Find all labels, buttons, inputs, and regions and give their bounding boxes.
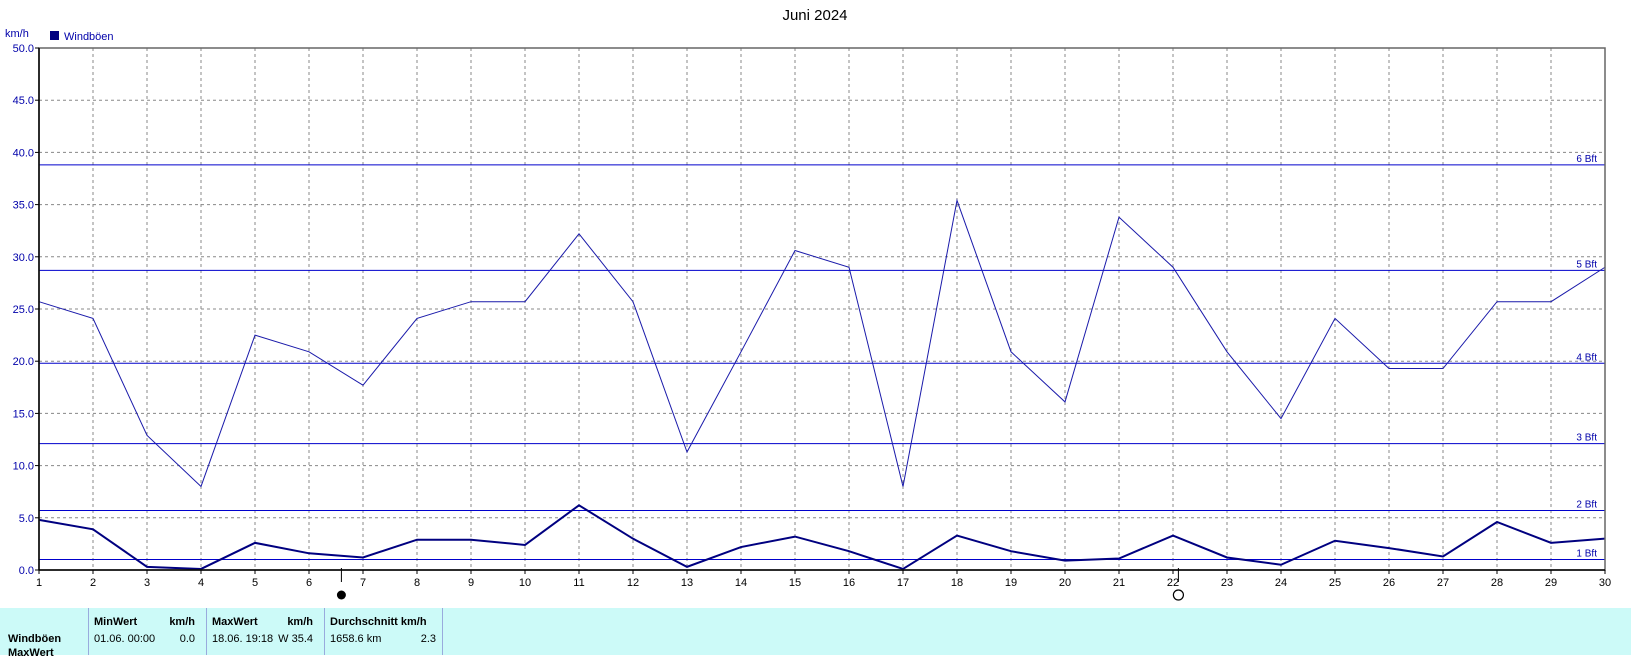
legend-label: Windböen — [64, 31, 114, 43]
x-tick-label: 28 — [1491, 577, 1503, 589]
beaufort-label: 6 Bft — [1576, 154, 1597, 165]
avg-distance: 1658.6 km — [330, 633, 382, 645]
x-tick-label: 11 — [573, 577, 584, 589]
legend-swatch — [50, 31, 59, 40]
x-tick-label: 24 — [1275, 577, 1287, 589]
x-tick-label: 8 — [414, 577, 420, 589]
max-header: MaxWert — [212, 616, 258, 628]
y-tick-label: 25.0 — [13, 304, 34, 316]
y-tick-label: 15.0 — [13, 408, 34, 420]
y-tick-label: 5.0 — [19, 513, 34, 525]
x-tick-label: 25 — [1329, 577, 1341, 589]
avg-header: Durchschnitt km/h — [330, 616, 427, 628]
chart: Juni 2024 km/h Windböen 1 Bft 2 Bft 3 Bft 4… — [5, 7, 1612, 601]
avg-block: Durchschnitt km/h 1658.6 km 2.3 — [330, 608, 440, 655]
y-tick-label: 0.0 — [19, 565, 34, 577]
stats-row-label-2: MaxWert — [8, 647, 54, 659]
grid — [38, 47, 1606, 571]
y-tick-label: 20.0 — [13, 356, 34, 368]
x-tick-label: 27 — [1437, 577, 1449, 589]
x-tick-label: 18 — [951, 577, 963, 589]
separator — [206, 608, 207, 655]
x-tick-label: 17 — [897, 577, 909, 589]
min-header: MinWert — [94, 616, 138, 628]
series-line — [38, 198, 1606, 488]
x-tick-label: 22 — [1167, 577, 1179, 589]
y-axis-unit: km/h — [5, 28, 29, 40]
chart-title: Juni 2024 — [782, 7, 847, 24]
x-tick-label: 23 — [1221, 577, 1233, 589]
y-tick-label: 10.0 — [13, 461, 34, 473]
x-tick-label: 7 — [360, 577, 366, 589]
y-tick-label: 50.0 — [13, 43, 34, 55]
x-tick-label: 14 — [735, 577, 747, 589]
x-tick-label: 21 — [1113, 577, 1125, 589]
separator — [324, 608, 325, 655]
series-lines — [38, 198, 1606, 571]
x-tick-label: 19 — [1005, 577, 1017, 589]
min-block: MinWert km/h 01.06. 00:00 0.0 — [94, 608, 204, 655]
y-tick-label: 40.0 — [13, 147, 34, 159]
max-block: MaxWert km/h 18.06. 19:18 W 35.4 — [212, 608, 322, 655]
y-tick-label: 45.0 — [13, 95, 34, 107]
x-tick-label: 10 — [519, 577, 531, 589]
min-time: 01.06. 00:00 — [94, 633, 156, 645]
max-value: W 35.4 — [278, 633, 313, 645]
x-tick-label: 6 — [306, 577, 312, 589]
min-value: 0.0 — [179, 633, 195, 645]
x-tick-label: 4 — [198, 577, 204, 589]
series-line — [38, 504, 1606, 571]
y-tick-label: 30.0 — [13, 252, 34, 264]
x-tick-label: 1 — [36, 577, 42, 589]
axes: 0.0 5.0 10.0 15.0 20.0 25.0 30.0 35.0 40.0 45.0 50… — [13, 43, 1612, 589]
x-tick-label: 2 — [90, 577, 96, 589]
x-tick-label: 13 — [681, 577, 693, 589]
min-unit: km/h — [169, 616, 195, 628]
x-tick-label: 16 — [843, 577, 855, 589]
beaufort-label: 1 Bft — [1576, 549, 1597, 560]
stats-panel: Windböen MaxWert MinWert km/h 01.06. 00:… — [0, 608, 1631, 659]
beaufort-lines: 1 Bft 2 Bft 3 Bft 4 Bft 5 Bft 6 Bft — [39, 154, 1605, 561]
x-tick-label: 5 — [252, 577, 258, 589]
x-tick-label: 30 — [1599, 577, 1611, 589]
avg-value: 2.3 — [420, 633, 436, 645]
max-unit: km/h — [287, 616, 313, 628]
beaufort-label: 3 Bft — [1576, 433, 1597, 444]
new-moon-icon — [336, 590, 346, 600]
moon-phases — [336, 568, 1185, 601]
x-tick-label: 12 — [627, 577, 639, 589]
x-tick-label: 29 — [1545, 577, 1557, 589]
x-tick-label: 26 — [1383, 577, 1395, 589]
y-tick-label: 35.0 — [13, 200, 34, 212]
full-moon-icon — [1172, 589, 1185, 601]
x-tick-label: 15 — [789, 577, 801, 589]
x-tick-label: 9 — [468, 577, 474, 589]
x-tick-label: 20 — [1059, 577, 1071, 589]
separator — [88, 608, 89, 655]
stats-row-label: Windböen — [8, 633, 62, 645]
beaufort-label: 5 Bft — [1576, 259, 1597, 270]
beaufort-label: 2 Bft — [1576, 499, 1597, 510]
max-time: 18.06. 19:18 — [212, 633, 274, 645]
separator — [442, 608, 443, 655]
beaufort-label: 4 Bft — [1576, 352, 1597, 363]
x-tick-label: 3 — [144, 577, 150, 589]
